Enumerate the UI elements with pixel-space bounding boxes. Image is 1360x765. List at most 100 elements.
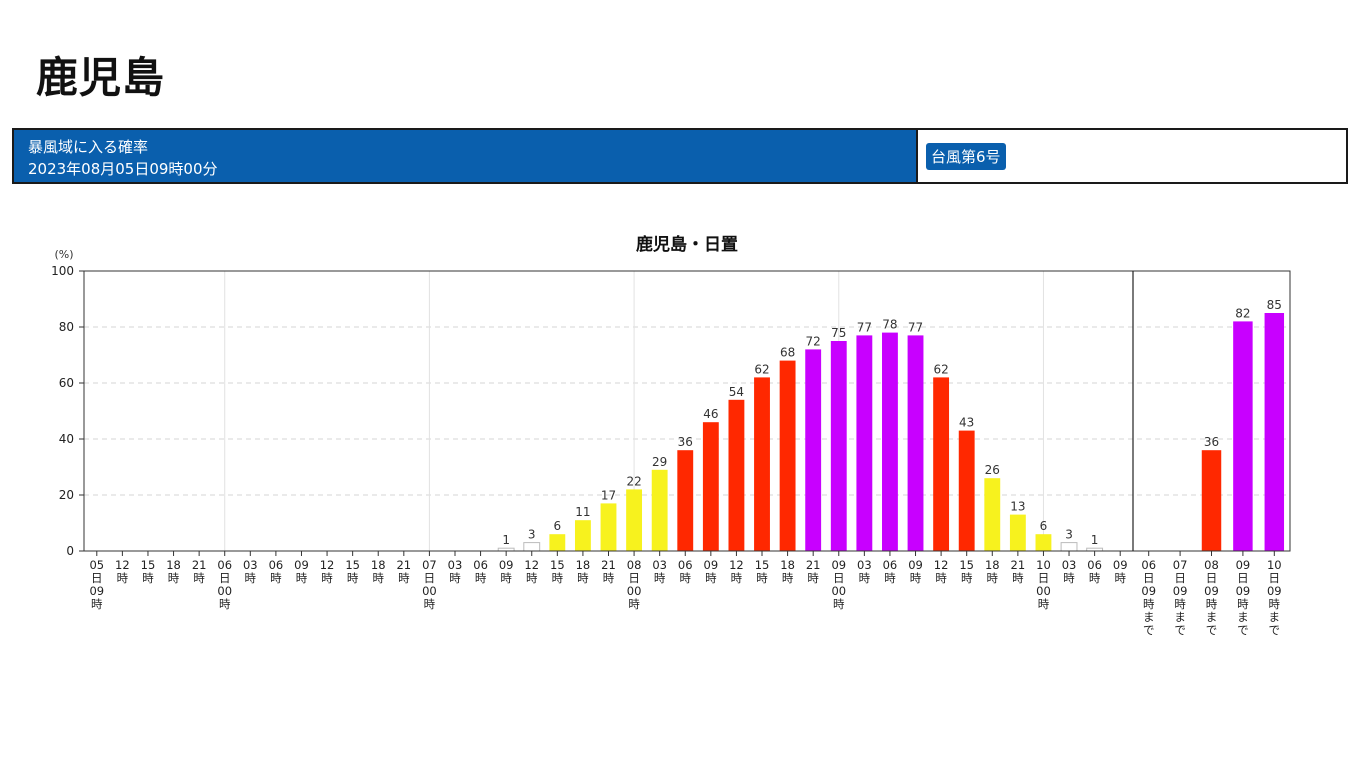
bar xyxy=(958,430,975,551)
bar-value-label: 13 xyxy=(1010,500,1025,514)
x-tick-label: 15 時 xyxy=(550,558,565,585)
x-tick-label-part: 時 xyxy=(270,571,282,585)
bar-value-label: 77 xyxy=(857,320,872,334)
bar xyxy=(677,450,694,551)
x-tick-label: 12 時 xyxy=(320,558,335,585)
x-tick-label: 21 時 xyxy=(192,558,207,585)
x-tick-label-part: 09 xyxy=(908,558,923,572)
x-tick-label: 06 時 xyxy=(883,558,898,585)
x-tick-label-part: 時 xyxy=(1038,597,1050,611)
bar xyxy=(1233,321,1253,551)
bar-value-label: 54 xyxy=(729,385,744,399)
x-tick-label-part: 時 xyxy=(296,571,308,585)
x-tick-label: 03 時 xyxy=(857,558,872,585)
x-tick-label-part: 15 xyxy=(345,558,360,572)
y-tick-label: 40 xyxy=(59,432,74,446)
x-tick-label-part: で xyxy=(1143,623,1155,637)
bar xyxy=(1264,313,1285,551)
bar xyxy=(754,377,770,551)
x-tick-label-part: 06 xyxy=(1087,558,1102,572)
x-tick-label-part: ま xyxy=(1237,610,1249,624)
x-tick-label: 21 時 xyxy=(1011,558,1026,585)
x-tick-label-part: 00 xyxy=(831,584,846,598)
x-tick-label-part: ま xyxy=(1269,610,1281,624)
x-tick-label: 09 日 00 時 xyxy=(831,558,846,611)
bar xyxy=(600,503,617,551)
x-tick-label-part: 時 xyxy=(961,571,973,585)
x-tick-label: 09 時 xyxy=(499,558,514,585)
bar-value-label: 46 xyxy=(703,407,718,421)
x-tick-label-part: 日 xyxy=(628,571,640,585)
x-tick-label: 09 時 xyxy=(1113,558,1128,585)
x-tick-label-part: 時 xyxy=(1269,597,1281,611)
x-tick-label-part: ま xyxy=(1143,610,1155,624)
bar-value-label: 26 xyxy=(985,463,1000,477)
x-tick-label-part: 時 xyxy=(1012,571,1024,585)
bar xyxy=(549,534,566,551)
x-tick-label: 03 時 xyxy=(448,558,463,585)
x-tick-label-part: 03 xyxy=(243,558,258,572)
x-tick-label-part: 10 xyxy=(1267,558,1282,572)
x-tick-label-part: 21 xyxy=(396,558,411,572)
x-tick-label-part: で xyxy=(1269,623,1281,637)
x-tick-label-part: 時 xyxy=(500,571,512,585)
bar-value-label: 72 xyxy=(806,334,821,348)
x-tick-label-part: 05 xyxy=(89,558,104,572)
x-tick-label-part: 日 xyxy=(91,571,103,585)
x-tick-label-part: 時 xyxy=(117,571,129,585)
x-tick-label-part: 07 xyxy=(1173,558,1188,572)
bar-value-label: 29 xyxy=(652,455,667,469)
x-tick-label-part: 日 xyxy=(219,571,231,585)
x-tick-label-part: 日 xyxy=(833,571,845,585)
x-tick-label-part: 日 xyxy=(1206,571,1218,585)
x-tick-label: 18 時 xyxy=(576,558,591,585)
x-tick-label: 06 日 09 時まで xyxy=(1141,558,1156,637)
bar-value-label: 68 xyxy=(780,346,795,360)
x-tick-label-part: 12 xyxy=(729,558,744,572)
x-tick-label-part: 00 xyxy=(1036,584,1051,598)
x-tick-label-part: 09 xyxy=(294,558,309,572)
bar xyxy=(856,335,873,551)
bar-value-label: 3 xyxy=(1065,528,1073,542)
bar xyxy=(523,542,541,552)
bar xyxy=(1201,450,1222,551)
bar xyxy=(702,422,719,551)
x-tick-label-part: 時 xyxy=(654,571,666,585)
x-tick-label-part: 03 xyxy=(857,558,872,572)
x-tick-label-part: 時 xyxy=(91,597,103,611)
x-tick-label: 15 時 xyxy=(345,558,360,585)
x-tick-label: 09 日 09 時まで xyxy=(1236,558,1251,637)
bar xyxy=(882,332,898,551)
x-tick-label-part: 時 xyxy=(372,571,384,585)
x-tick-label: 07 日 00 時 xyxy=(422,558,437,611)
x-tick-label-part: 12 xyxy=(320,558,335,572)
bar-value-label: 3 xyxy=(528,528,536,542)
x-tick-label-part: 時 xyxy=(731,571,743,585)
x-tick-label-part: 時 xyxy=(833,597,845,611)
x-tick-label-part: 日 xyxy=(424,571,436,585)
x-tick-label-part: 12 xyxy=(524,558,539,572)
x-tick-label-part: ま xyxy=(1206,610,1218,624)
typhoon-badge[interactable]: 台風第6号 xyxy=(926,142,1006,170)
x-tick-label: 03 時 xyxy=(1062,558,1077,585)
x-tick-label: 06 時 xyxy=(473,558,488,585)
x-tick-label: 18 時 xyxy=(780,558,795,585)
x-tick-label-part: 15 xyxy=(141,558,156,572)
x-tick-label-part: 時 xyxy=(1143,597,1155,611)
x-tick-label-part: 21 xyxy=(601,558,616,572)
x-tick-label-part: 時 xyxy=(398,571,410,585)
x-tick-label: 09 時 xyxy=(908,558,923,585)
x-tick-label: 08 日 09 時まで xyxy=(1204,558,1219,637)
x-tick-label-part: 18 xyxy=(166,558,181,572)
x-tick-label: 03 時 xyxy=(243,558,258,585)
x-tick-label: 03 時 xyxy=(652,558,667,585)
bar xyxy=(651,469,668,551)
probability-label: 暴風域に入る確率 xyxy=(28,138,149,156)
x-tick-label-part: 時 xyxy=(1174,597,1186,611)
x-tick-label-part: 時 xyxy=(935,571,947,585)
x-tick-label: 06 時 xyxy=(269,558,284,585)
x-tick-label-part: 08 xyxy=(627,558,642,572)
x-tick-label-part: 時 xyxy=(245,571,257,585)
x-tick-label-part: 時 xyxy=(168,571,180,585)
x-tick-label-part: 時 xyxy=(859,571,871,585)
